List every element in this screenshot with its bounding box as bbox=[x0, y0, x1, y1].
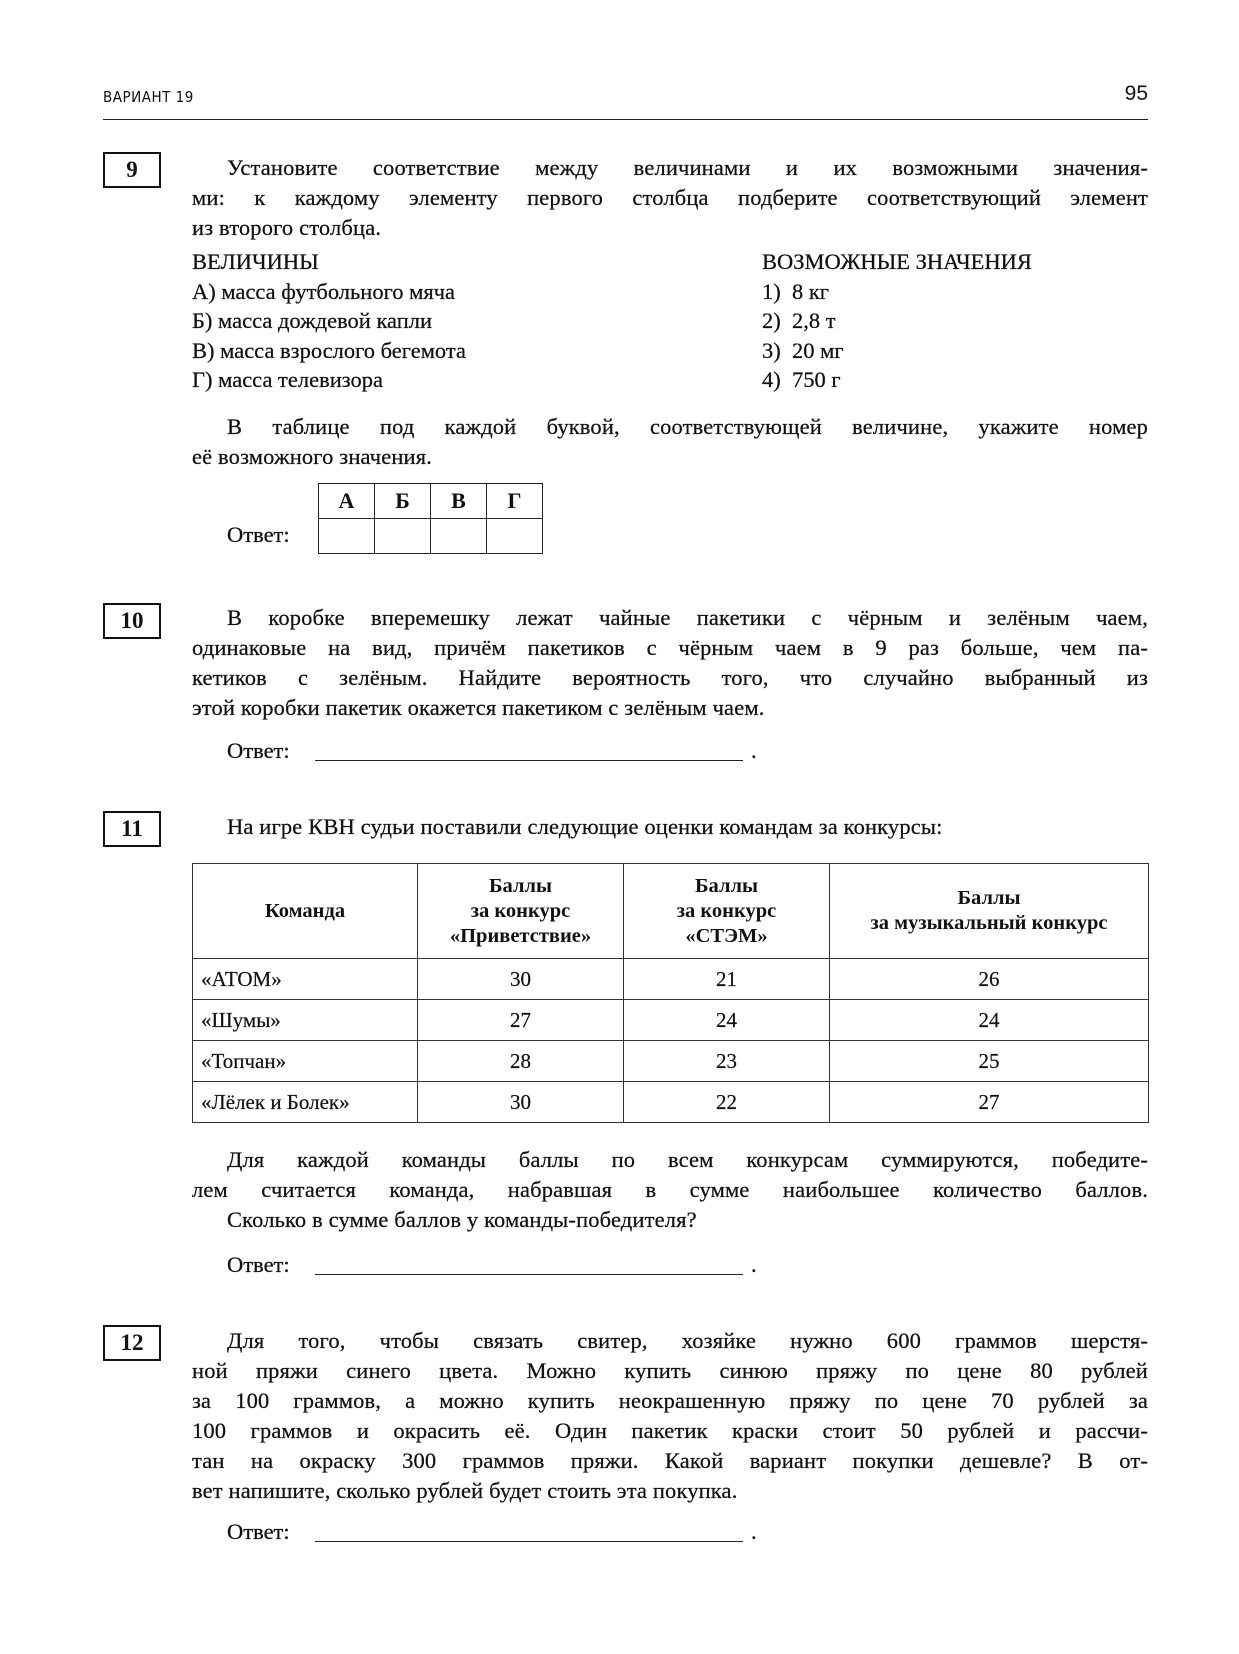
text-line: В таблице под каждой буквой, соответству… bbox=[227, 414, 1148, 439]
q9-instruction: В таблице под каждой буквой, соответству… bbox=[192, 412, 1148, 472]
q9-left-item: А) масса футбольного мяча bbox=[192, 278, 456, 304]
team-name-cell: «АТОМ» bbox=[192, 958, 418, 1000]
page-number: 95 bbox=[1124, 82, 1148, 105]
team-name-cell: «Лёлек и Болек» bbox=[192, 1081, 418, 1123]
text-line: Для того, чтобы связать свитер, хозяйке … bbox=[227, 1328, 1148, 1353]
score-cell: 23 bbox=[623, 1040, 830, 1082]
q11-intro: На игре КВН судьи поставили следующие оц… bbox=[227, 814, 943, 839]
q10-answer-dot: . bbox=[751, 738, 757, 763]
q9-right-item: 1) 8 кг bbox=[762, 278, 830, 304]
table-header-row: Команда Баллы за конкурс «Приветствие» Бал… bbox=[192, 863, 1149, 959]
q9-right-column: ВОЗМОЖНЫЕ ЗНАЧЕНИЯ 1) 8 кг 2) 2,8 т 3) 2… bbox=[762, 247, 1032, 395]
text-line: её возможного значения. bbox=[192, 444, 433, 469]
answer-letter: А bbox=[318, 483, 375, 519]
q12-answer-label: Ответ: bbox=[227, 1519, 290, 1544]
score-cell: 28 bbox=[417, 1040, 624, 1082]
team-name-cell: «Шумы» bbox=[192, 999, 418, 1041]
header-rule bbox=[103, 119, 1148, 120]
kvn-scores-table: Команда Баллы за конкурс «Приветствие» Бал… bbox=[192, 863, 1149, 1123]
q11-answer-label: Ответ: bbox=[227, 1252, 290, 1277]
text-line: Установите соответствие между величинами… bbox=[227, 155, 1148, 180]
text-line: из второго столбца. bbox=[192, 215, 382, 240]
task-number-11: 11 bbox=[103, 811, 161, 847]
header-greeting: Баллы за конкурс «Приветствие» bbox=[417, 863, 624, 959]
score-cell: 27 bbox=[829, 1081, 1149, 1123]
table-row: «Топчан» 28 23 25 bbox=[192, 1040, 1149, 1082]
header-stem: Баллы за конкурс «СТЭМ» bbox=[623, 863, 830, 959]
q12-text: Для того, чтобы связать свитер, хозяйке … bbox=[192, 1326, 1148, 1506]
task-number-10: 10 bbox=[103, 603, 161, 639]
q9-left-column: ВЕЛИЧИНЫ А) масса футбольного мяча Б) ма… bbox=[192, 247, 466, 395]
q9-left-item: Г) масса телевизора bbox=[192, 367, 383, 393]
q9-left-item: В) масса взрослого бегемота bbox=[192, 337, 466, 363]
q9-right-item: 3) 20 мг bbox=[762, 337, 844, 363]
task-number-9: 9 bbox=[103, 152, 161, 188]
q9-right-item: 4) 750 г bbox=[762, 367, 841, 393]
q9-right-item: 2) 2,8 т bbox=[762, 308, 836, 334]
answer-cell[interactable] bbox=[430, 518, 487, 554]
text-line: этой коробки пакетик окажется пакетиком … bbox=[192, 695, 765, 720]
answer-letter: В bbox=[430, 483, 487, 519]
text-line: за 100 граммов, а можно купить неокрашен… bbox=[192, 1388, 1148, 1413]
score-cell: 26 bbox=[829, 958, 1149, 1000]
answer-cell[interactable] bbox=[486, 518, 543, 554]
text-line: одинаковые на вид, причём пакетиков с чё… bbox=[192, 635, 1148, 660]
task-number-12: 12 bbox=[103, 1325, 161, 1361]
score-cell: 30 bbox=[417, 1081, 624, 1123]
text-line: 100 граммов и окрасить её. Один пакетик … bbox=[192, 1418, 1148, 1443]
table-row: «Лёлек и Болек» 30 22 27 bbox=[192, 1081, 1149, 1123]
text-line: В коробке вперемешку лежат чайные пакети… bbox=[227, 605, 1148, 630]
q9-intro: Установите соответствие между величинами… bbox=[192, 153, 1148, 243]
text-line: ной пряжи синего цвета. Можно купить син… bbox=[192, 1358, 1148, 1383]
q10-text: В коробке вперемешку лежат чайные пакети… bbox=[192, 603, 1148, 723]
text-line: тан на окраску 300 граммов пряжи. Какой … bbox=[192, 1448, 1148, 1473]
text-line: кетиков с зелёным. Найдите вероятность т… bbox=[192, 665, 1148, 690]
score-cell: 24 bbox=[829, 999, 1149, 1041]
table-row: «АТОМ» 30 21 26 bbox=[192, 958, 1149, 1000]
score-cell: 25 bbox=[829, 1040, 1149, 1082]
header-team: Команда bbox=[192, 863, 418, 959]
answer-cell[interactable] bbox=[318, 518, 375, 554]
q9-answer-label: Ответ: bbox=[227, 522, 290, 547]
q12-answer-field[interactable] bbox=[315, 1541, 743, 1542]
running-header: ВАРИАНТ 19 bbox=[103, 88, 194, 106]
team-name-cell: «Топчан» bbox=[192, 1040, 418, 1082]
q11-answer-dot: . bbox=[751, 1252, 757, 1277]
answer-letter: Б bbox=[374, 483, 431, 519]
text-line: ми: к каждому элементу первого столбца п… bbox=[192, 185, 1148, 210]
q9-right-heading: ВОЗМОЖНЫЕ ЗНАЧЕНИЯ bbox=[762, 249, 1032, 274]
text-line: Сколько в сумме баллов у команды-победит… bbox=[227, 1207, 697, 1232]
score-cell: 21 bbox=[623, 958, 830, 1000]
score-cell: 30 bbox=[417, 958, 624, 1000]
q9-left-heading: ВЕЛИЧИНЫ bbox=[192, 249, 319, 274]
q11-answer-field[interactable] bbox=[315, 1274, 743, 1275]
answer-letter: Г bbox=[486, 483, 543, 519]
text-line: Для каждой команды баллы по всем конкурс… bbox=[227, 1147, 1148, 1172]
text-line: лем считается команда, набравшая в сумме… bbox=[192, 1177, 1148, 1202]
answer-cell[interactable] bbox=[374, 518, 431, 554]
table-row: «Шумы» 27 24 24 bbox=[192, 999, 1149, 1041]
text-line: вет напишите, сколько рублей будет стоит… bbox=[192, 1478, 738, 1503]
header-music: Баллы за музыкальный конкурс bbox=[829, 863, 1149, 959]
score-cell: 24 bbox=[623, 999, 830, 1041]
q11-text: Для каждой команды баллы по всем конкурс… bbox=[192, 1145, 1148, 1235]
q9-answer-table: А Б В Г bbox=[318, 483, 543, 554]
q10-answer-label: Ответ: bbox=[227, 738, 290, 763]
score-cell: 27 bbox=[417, 999, 624, 1041]
score-cell: 22 bbox=[623, 1081, 830, 1123]
q10-answer-field[interactable] bbox=[315, 760, 743, 761]
q9-left-item: Б) масса дождевой капли bbox=[192, 308, 433, 334]
q12-answer-dot: . bbox=[751, 1519, 757, 1544]
